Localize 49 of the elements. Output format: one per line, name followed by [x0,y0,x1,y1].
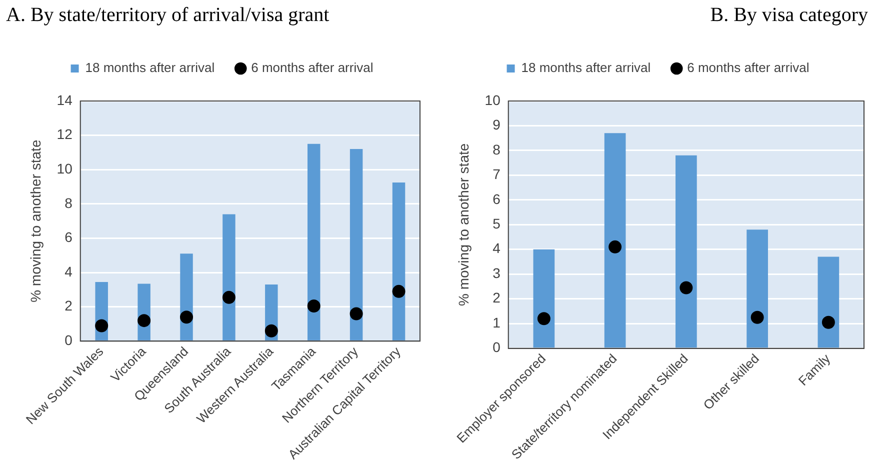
bar [818,256,840,348]
bar [746,230,768,348]
point [95,319,108,332]
y-axis-title: % moving to another state [27,140,44,302]
bar [392,182,406,340]
y-tick-label: 10 [56,160,73,176]
bar [350,149,363,340]
legend-label: 6 months after arrival [687,60,810,76]
point [138,314,151,328]
y-tick-label: 3 [492,264,501,281]
legend-label: 18 months after arrival [521,60,651,76]
y-tick-label: 12 [56,126,73,142]
y-tick-label: 2 [492,290,501,306]
y-tick-label: 10 [484,92,501,108]
y-tick-label: 9 [492,116,501,133]
y-tick-label: 6 [492,190,501,207]
y-tick-label: 6 [64,229,73,246]
y-tick-label: 14 [56,92,73,108]
legend-label: 6 months after arrival [251,60,374,76]
point [392,284,406,298]
chart-title: B. By visa category [709,3,869,28]
y-axis-title: % moving to another state [455,143,472,306]
y-tick-label: 8 [492,141,501,158]
y-tick-label: 4 [492,240,501,256]
y-tick-label: 2 [64,298,73,314]
y-tick-label: 0 [492,339,501,356]
point [350,307,363,320]
y-tick-label: 8 [64,194,73,211]
bar [308,144,320,340]
y-tick-label: 4 [64,263,73,280]
chart-title: A. By state/territory of arrival/visa grant [5,3,330,28]
point [307,300,320,313]
y-tick-label: 7 [492,166,501,182]
legend-label: 18 months after arrival [85,60,215,76]
bar [676,155,697,348]
bar [604,133,626,348]
point [537,312,550,326]
point [680,281,693,294]
y-tick-label: 0 [64,332,73,348]
point [180,310,194,324]
bar [533,249,555,348]
point [750,310,764,324]
point [264,324,278,338]
point [608,240,622,254]
y-tick-label: 5 [492,216,501,232]
point [822,316,835,329]
y-tick-label: 1 [492,314,501,330]
bar [222,214,236,340]
point [222,290,236,304]
